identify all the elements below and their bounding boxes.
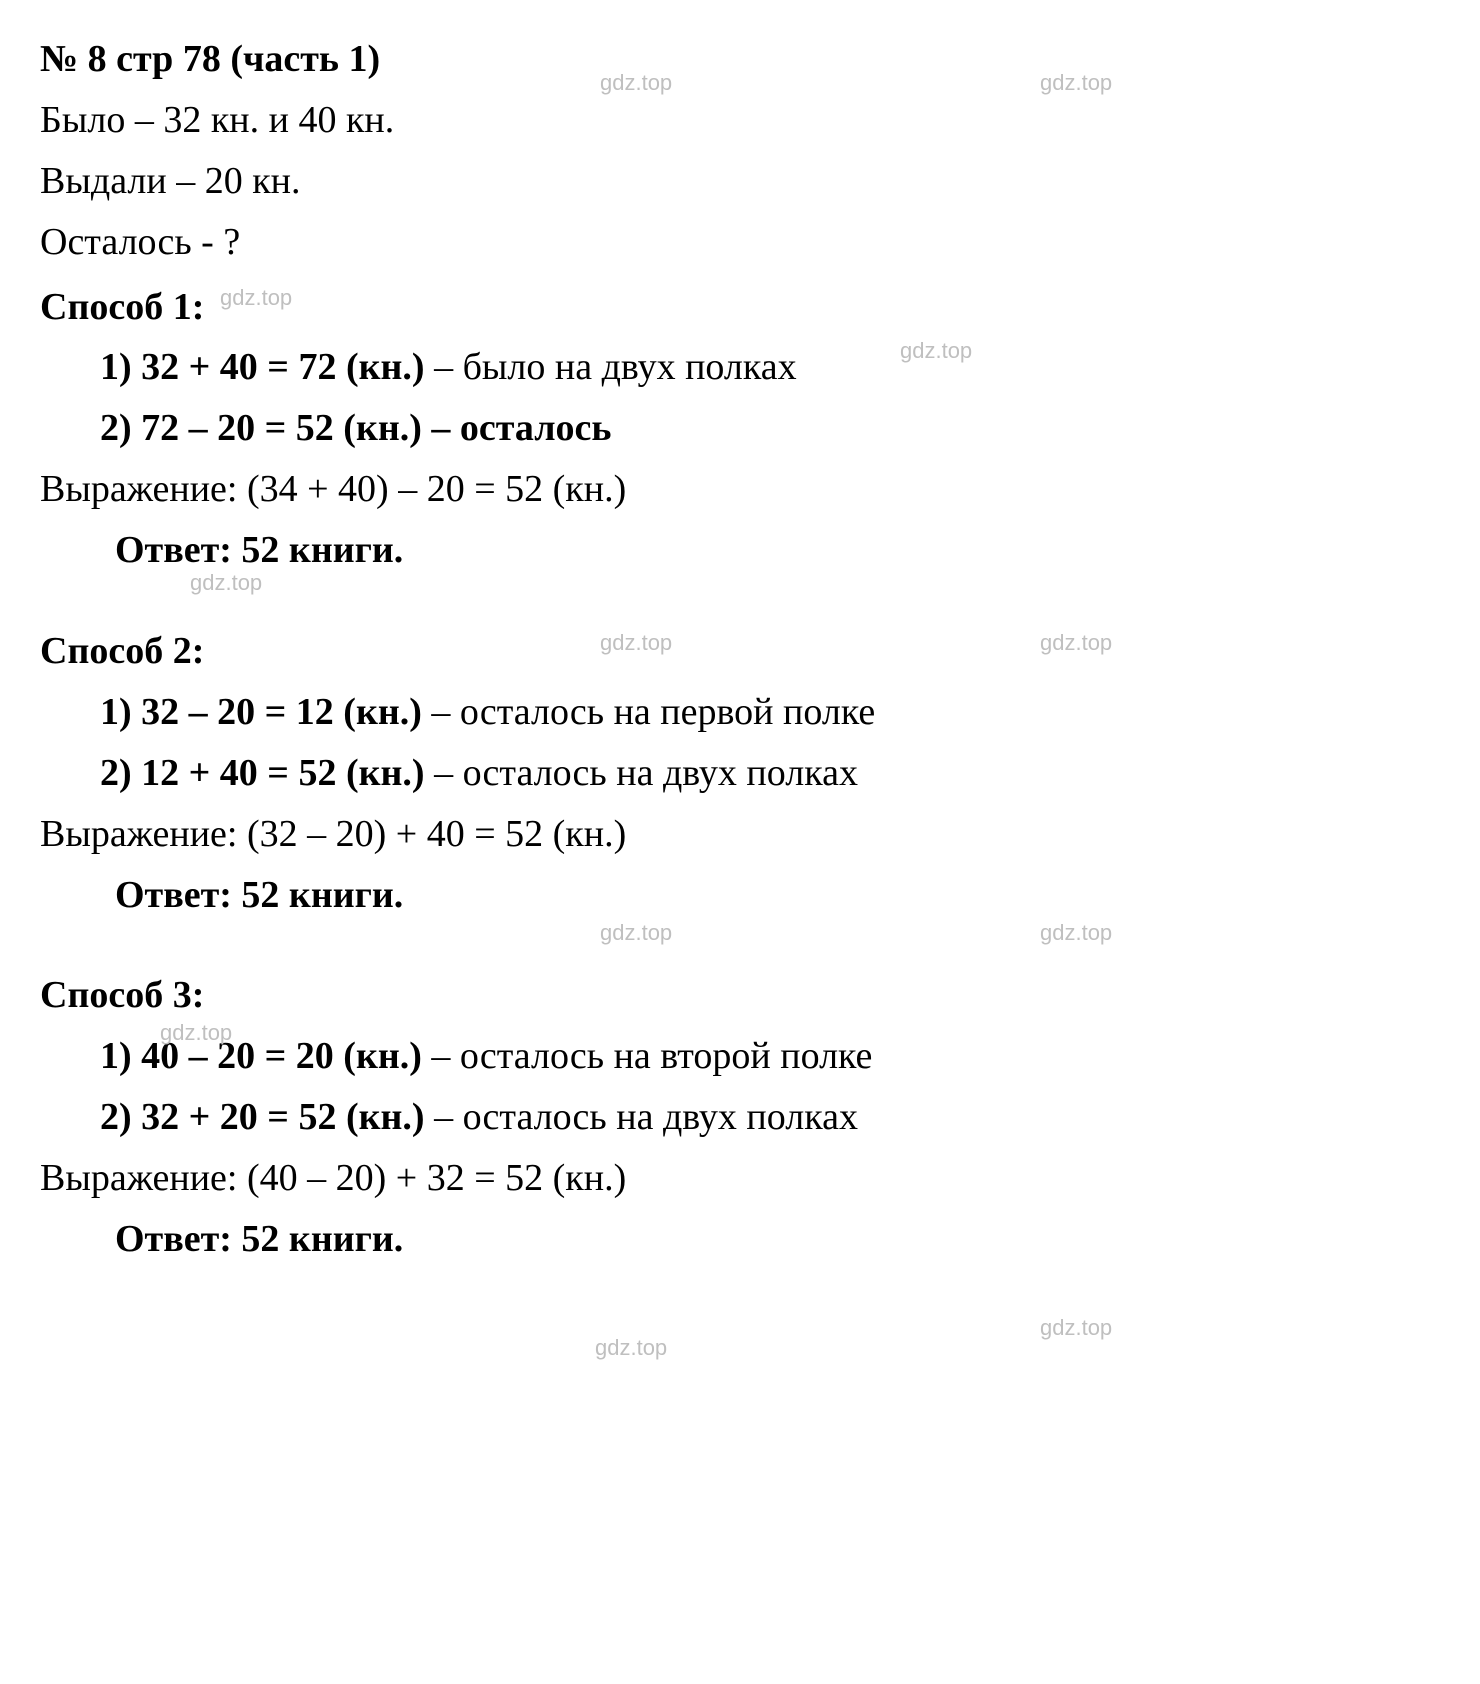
method-3-step-2-bold: 2) 32 + 20 = 52 (кн.)	[100, 1096, 425, 1138]
watermark-text: gdz.top	[595, 1335, 667, 1361]
given-line-2: Выдали – 20 кн.	[40, 152, 1440, 211]
method-2-expression-value: (32 – 20) + 40 = 52 (кн.)	[247, 813, 626, 855]
method-3-step-1-bold: 1) 40 – 20 = 20 (кн.)	[100, 1035, 422, 1077]
method-3-step-2: 2) 32 + 20 = 52 (кн.) – осталось на двух…	[40, 1088, 1440, 1147]
method-3-expression-value: (40 – 20) + 32 = 52 (кн.)	[247, 1157, 626, 1199]
method-1-title: Способ 1:	[40, 278, 1440, 337]
method-3-step-1: 1) 40 – 20 = 20 (кн.) – осталось на втор…	[40, 1027, 1440, 1086]
method-1-step-2-bold: 2) 72 – 20 = 52 (кн.) – осталось	[100, 407, 612, 449]
method-2-step-2: 2) 12 + 40 = 52 (кн.) – осталось на двух…	[40, 744, 1440, 803]
method-2-expression-label: Выражение:	[40, 813, 247, 855]
method-2-answer: Ответ: 52 книги.	[40, 866, 1440, 925]
method-3-title: Способ 3:	[40, 966, 1440, 1025]
given-line-1: Было – 32 кн. и 40 кн.	[40, 91, 1440, 150]
method-1-expression-value: (34 + 40) – 20 = 52 (кн.)	[247, 468, 626, 510]
method-2-expression: Выражение: (32 – 20) + 40 = 52 (кн.)	[40, 805, 1440, 864]
method-1-expression-label: Выражение:	[40, 468, 247, 510]
method-3-step-2-rest: – осталось на двух полках	[425, 1096, 858, 1138]
method-2-step-1-rest: – осталось на первой полке	[422, 691, 875, 733]
method-2-step-2-rest: – осталось на двух полках	[425, 752, 858, 794]
method-1-step-2: 2) 72 – 20 = 52 (кн.) – осталось	[40, 399, 1440, 458]
method-2-step-1-bold: 1) 32 – 20 = 12 (кн.)	[100, 691, 422, 733]
method-2-title: Способ 2:	[40, 622, 1440, 681]
method-1-step-1-rest: – было на двух полках	[425, 346, 797, 388]
method-2-step-1: 1) 32 – 20 = 12 (кн.) – осталось на перв…	[40, 683, 1440, 742]
method-1-step-1: 1) 32 + 40 = 72 (кн.) – было на двух пол…	[40, 338, 1440, 397]
method-2-step-2-bold: 2) 12 + 40 = 52 (кн.)	[100, 752, 425, 794]
method-3-step-1-rest: – осталось на второй полке	[422, 1035, 873, 1077]
header-line: № 8 стр 78 (часть 1)	[40, 30, 1440, 89]
watermark-text: gdz.top	[1040, 1315, 1112, 1341]
method-3-expression-label: Выражение:	[40, 1157, 247, 1199]
method-1-expression: Выражение: (34 + 40) – 20 = 52 (кн.)	[40, 460, 1440, 519]
method-1-step-1-bold: 1) 32 + 40 = 72 (кн.)	[100, 346, 425, 388]
method-3-expression: Выражение: (40 – 20) + 32 = 52 (кн.)	[40, 1149, 1440, 1208]
method-3-answer: Ответ: 52 книги.	[40, 1210, 1440, 1269]
given-line-3: Осталось - ?	[40, 213, 1440, 272]
method-1-answer: Ответ: 52 книги.	[40, 521, 1440, 580]
